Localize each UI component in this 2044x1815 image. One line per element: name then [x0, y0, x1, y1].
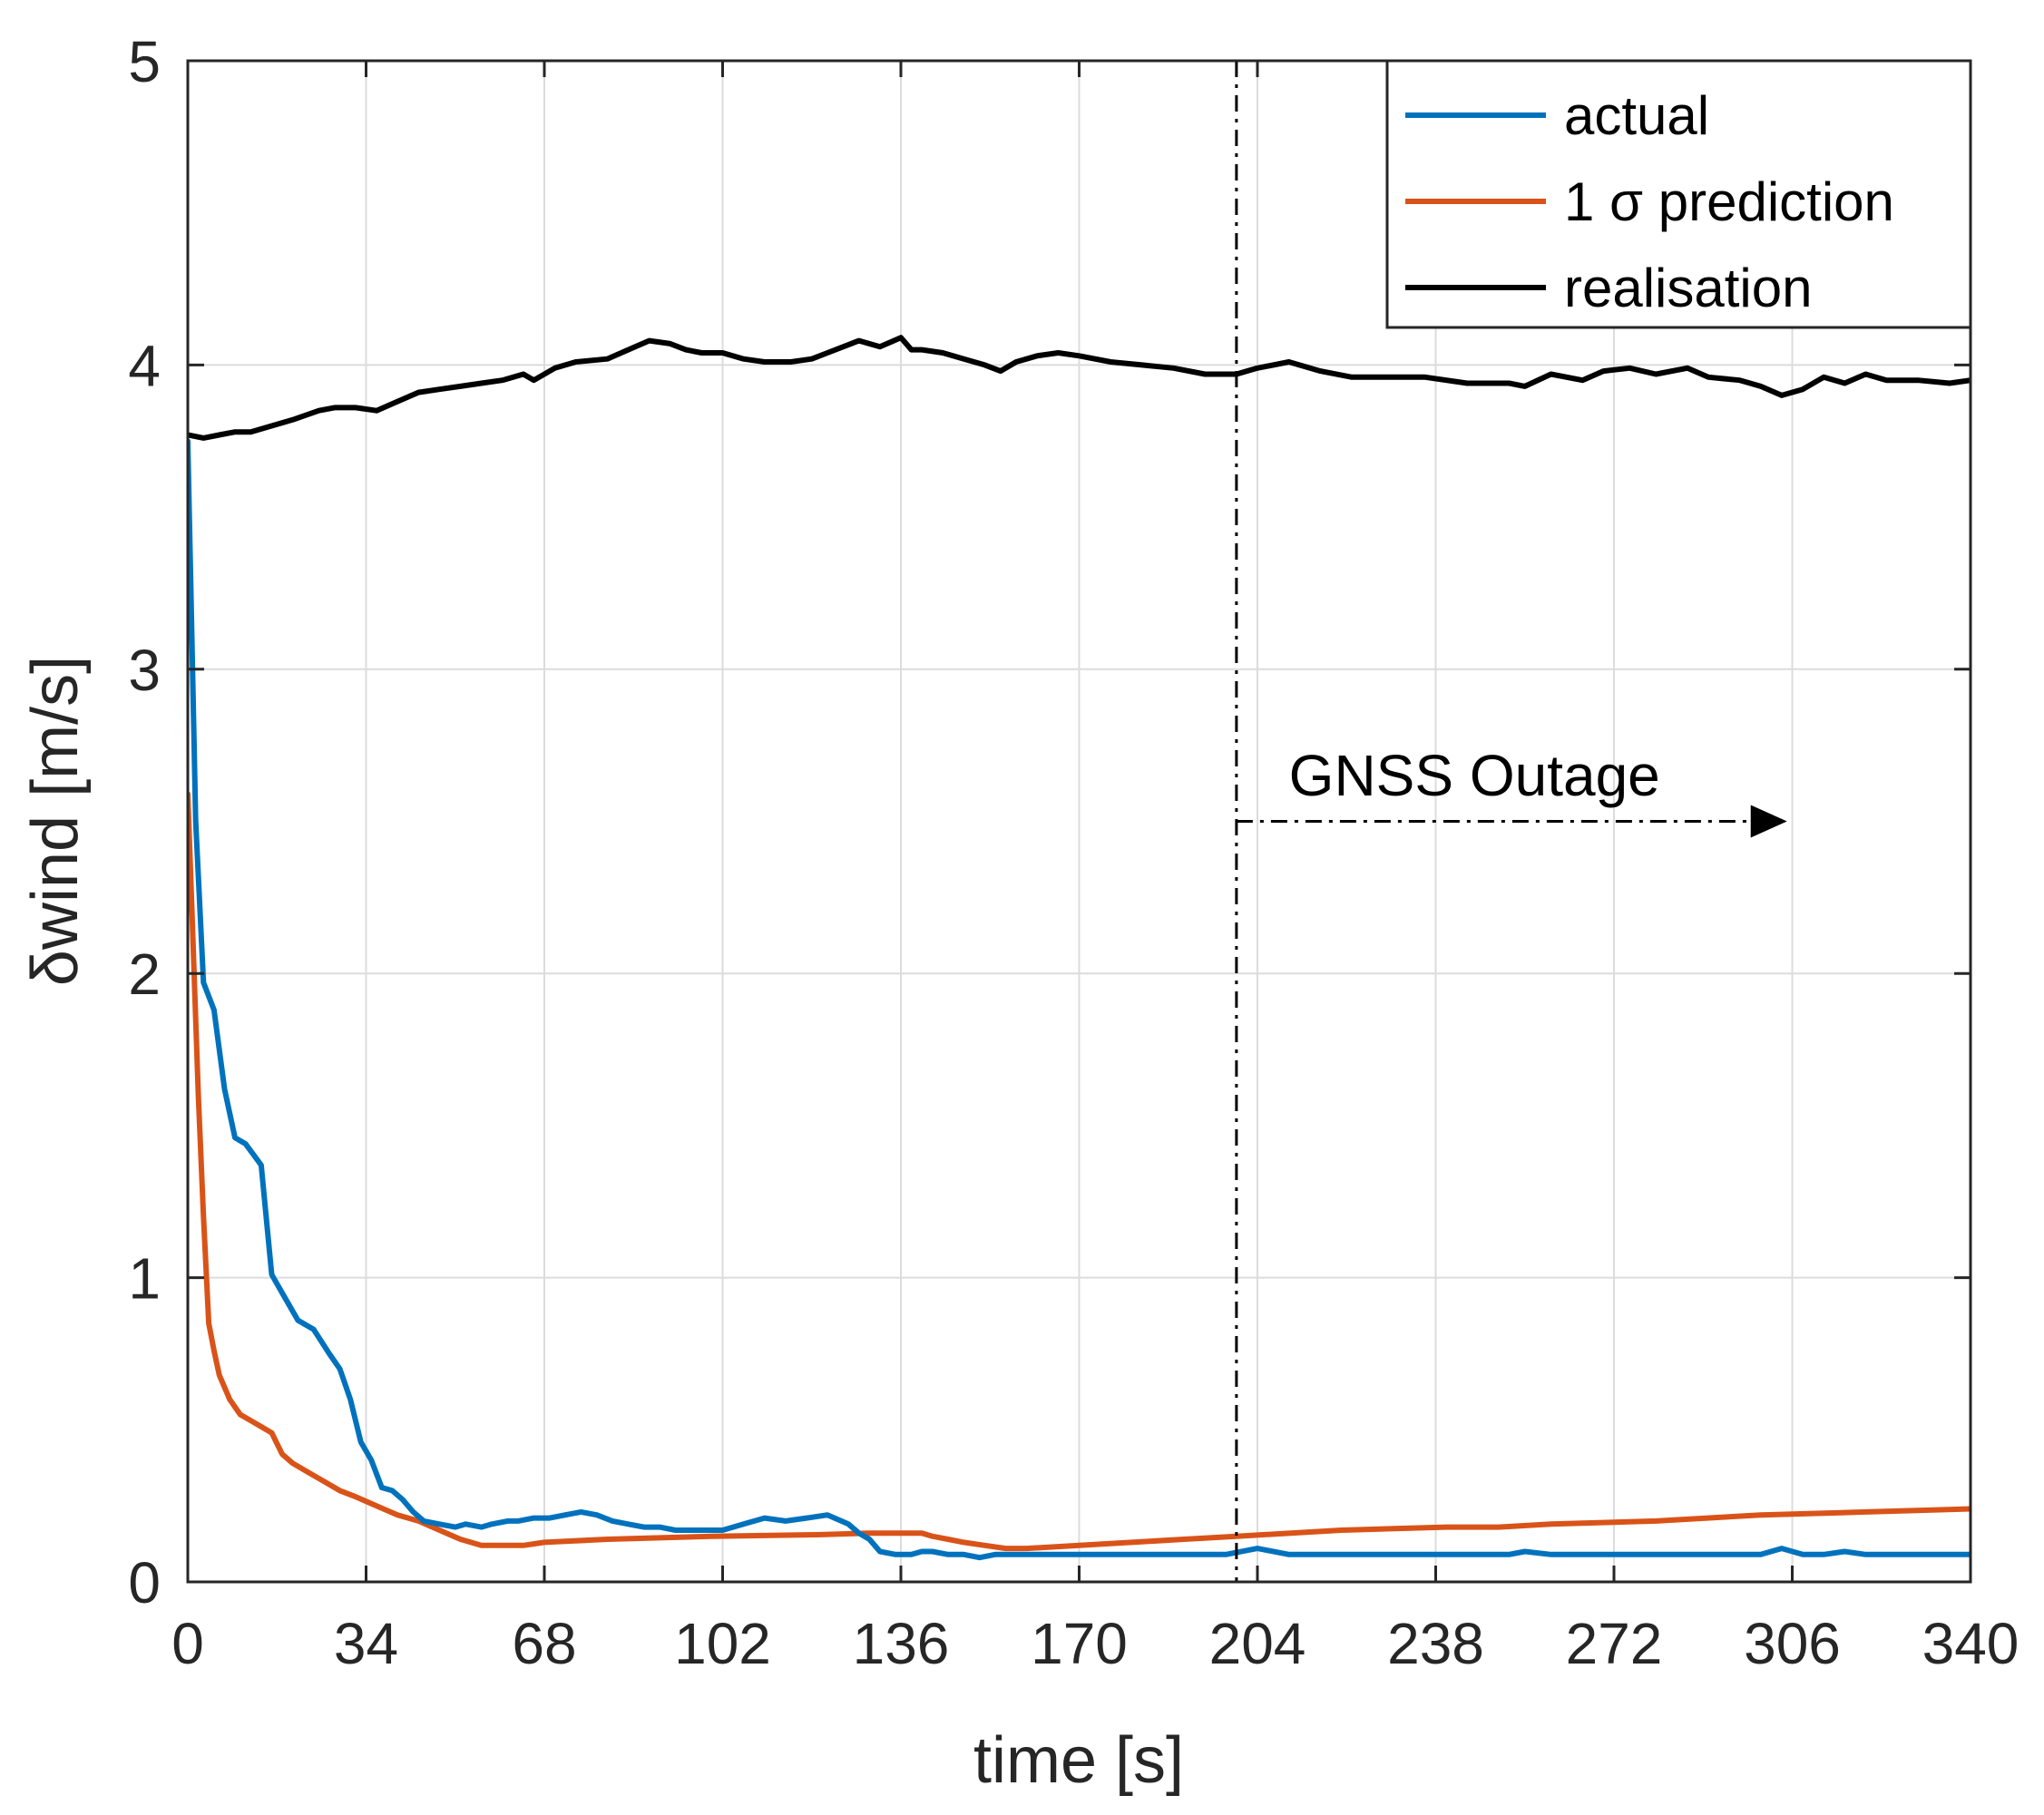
legend-label: realisation — [1564, 258, 1813, 318]
y-tick-label: 3 — [128, 638, 161, 703]
series-line-actual — [188, 438, 1971, 1561]
legend-box — [1385, 59, 1972, 329]
series-layer — [188, 335, 1971, 1561]
x-tick-label: 0 — [171, 1611, 204, 1676]
y-tick-label: 4 — [128, 333, 161, 398]
series-line-realisation — [188, 335, 1971, 441]
x-tick-label: 136 — [853, 1611, 950, 1676]
y-axis-label: δwind [m/s] — [19, 656, 92, 986]
x-tick-label: 306 — [1744, 1611, 1841, 1676]
y-tick-label: 0 — [128, 1550, 161, 1615]
legend-label: 1 σ prediction — [1564, 171, 1894, 232]
gnss-outage-label: GNSS Outage — [1289, 743, 1660, 808]
annotation-layer: GNSS Outage — [1235, 61, 1787, 1582]
x-tick-label: 170 — [1031, 1611, 1128, 1676]
x-tick-label: 204 — [1209, 1611, 1306, 1676]
series-line-1-prediction — [188, 791, 1971, 1552]
x-tick-label: 238 — [1387, 1611, 1484, 1676]
y-tick-label: 2 — [128, 942, 161, 1007]
y-tick-label: 5 — [128, 29, 161, 94]
x-axis-label: time [s] — [973, 1724, 1184, 1797]
x-tick-label: 68 — [512, 1611, 576, 1676]
x-tick-label: 340 — [1922, 1611, 2020, 1676]
legend-label: actual — [1564, 85, 1709, 146]
x-tick-label: 102 — [674, 1611, 771, 1676]
x-tick-label: 272 — [1566, 1611, 1663, 1676]
legend: actual 1 σ prediction realisation — [1385, 59, 1972, 329]
y-tick-label: 1 — [128, 1246, 161, 1312]
outage-arrow-head — [1750, 805, 1787, 838]
x-tick-label: 34 — [334, 1611, 398, 1676]
